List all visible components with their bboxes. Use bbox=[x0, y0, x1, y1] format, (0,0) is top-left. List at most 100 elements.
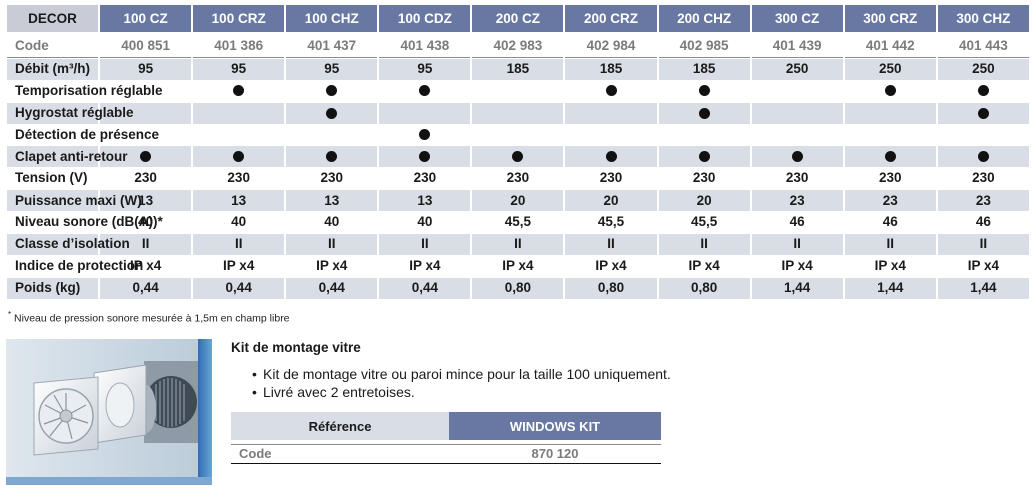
spec-value-cell: 0,44 bbox=[193, 276, 285, 299]
header-cell-100cz: 100 CZ bbox=[100, 5, 192, 36]
feature-dot-cell bbox=[937, 79, 1029, 102]
spec-value-cell: 401 439 bbox=[751, 36, 843, 58]
spec-value-cell: 185 bbox=[565, 57, 657, 80]
kit-bullet: Livré avec 2 entretoises. bbox=[252, 383, 671, 401]
feature-dot-icon bbox=[977, 107, 989, 119]
feature-dot-cell bbox=[658, 101, 750, 124]
feature-dot-icon bbox=[977, 85, 989, 97]
spec-value-cell: 0,44 bbox=[100, 276, 192, 299]
spec-value-cell: II bbox=[658, 233, 750, 255]
header-cell-200crz: 200 CRZ bbox=[565, 5, 657, 36]
spec-value-cell bbox=[286, 123, 378, 146]
spec-value-cell bbox=[100, 101, 192, 124]
feature-dot-cell bbox=[844, 145, 936, 168]
feature-dot-cell bbox=[565, 79, 657, 102]
spec-value-cell bbox=[565, 101, 657, 124]
spec-value-cell: 401 438 bbox=[379, 36, 471, 58]
spec-value-cell: 13 bbox=[100, 189, 192, 212]
spec-value-cell: 95 bbox=[379, 57, 471, 80]
spec-value-cell: 230 bbox=[286, 167, 378, 190]
spec-row-label: Poids (kg) bbox=[7, 276, 99, 299]
spec-value-cell: IP x4 bbox=[286, 254, 378, 277]
spec-value-cell bbox=[751, 123, 843, 146]
spec-value-cell: 95 bbox=[286, 57, 378, 80]
spec-value-cell: 1,44 bbox=[937, 276, 1029, 299]
spec-value-cell: 46 bbox=[751, 211, 843, 234]
spec-value-cell: 250 bbox=[751, 57, 843, 80]
feature-dot-cell bbox=[844, 79, 936, 102]
spec-value-cell bbox=[193, 123, 285, 146]
spec-value-cell: 45,5 bbox=[472, 211, 564, 234]
kit-bullet: Kit de montage vitre ou paroi mince pour… bbox=[252, 365, 671, 383]
feature-dot-icon bbox=[884, 151, 896, 163]
spec-value-cell: 401 437 bbox=[286, 36, 378, 58]
kit-title: Kit de montage vitre bbox=[231, 340, 361, 355]
spec-value-cell: IP x4 bbox=[565, 254, 657, 277]
spec-value-cell: 230 bbox=[751, 167, 843, 190]
spec-row-label: Puissance maxi (W) bbox=[7, 189, 142, 212]
feature-dot-icon bbox=[605, 85, 617, 97]
spec-value-cell bbox=[472, 123, 564, 146]
spec-value-cell bbox=[658, 123, 750, 146]
feature-dot-icon bbox=[698, 107, 710, 119]
spec-row-label: Débit (m³/h) bbox=[7, 57, 99, 80]
feature-dot-cell bbox=[286, 79, 378, 102]
spec-value-cell: 400 851 bbox=[100, 36, 192, 58]
spec-row: Indice de protection IP x4 IP x4 IP x4 IP x4… bbox=[7, 254, 1029, 277]
spec-row: Niveau sonore (dB(A))* 40 40 40 40 45,5 45,5 45… bbox=[7, 211, 1029, 234]
spec-value-cell: 0,80 bbox=[658, 276, 750, 299]
feature-dot-cell bbox=[286, 101, 378, 124]
spec-row: Débit (m³/h) 95 95 95 95 185 185 185 250 250 250 bbox=[7, 57, 1029, 80]
spec-value-cell bbox=[844, 101, 936, 124]
kit-code-label: Code bbox=[239, 446, 272, 461]
spec-value-cell: 40 bbox=[193, 211, 285, 234]
spec-value-cell bbox=[472, 101, 564, 124]
spec-value-cell: 20 bbox=[565, 189, 657, 212]
spec-row: Temporisation réglable bbox=[7, 79, 1029, 102]
spec-value-cell bbox=[100, 79, 192, 102]
feature-dot-cell bbox=[658, 79, 750, 102]
spec-value-cell: 230 bbox=[937, 167, 1029, 190]
feature-dot-icon bbox=[791, 151, 803, 163]
spec-row-label: Temporisation réglable bbox=[7, 79, 163, 102]
spec-value-cell: II bbox=[193, 233, 285, 255]
spec-value-cell: 401 442 bbox=[844, 36, 936, 58]
header-cell-200cz: 200 CZ bbox=[472, 5, 564, 36]
spec-value-cell: 230 bbox=[658, 167, 750, 190]
spec-value-cell: 0,80 bbox=[472, 276, 564, 299]
spec-value-cell: 0,80 bbox=[565, 276, 657, 299]
spec-value-cell: 95 bbox=[100, 57, 192, 80]
feature-dot-cell bbox=[937, 145, 1029, 168]
spec-row-label: Tension (V) bbox=[7, 167, 99, 190]
spec-value-cell: 402 984 bbox=[565, 36, 657, 58]
spec-value-cell: 402 985 bbox=[658, 36, 750, 58]
header-cell-200chz: 200 CHZ bbox=[658, 5, 750, 36]
spec-value-cell: 185 bbox=[472, 57, 564, 80]
feature-dot-cell bbox=[379, 145, 471, 168]
feature-dot-icon bbox=[233, 85, 245, 97]
spec-value-cell: 23 bbox=[844, 189, 936, 212]
feature-dot-icon bbox=[326, 107, 338, 119]
spec-value-cell: 401 386 bbox=[193, 36, 285, 58]
feature-dot-icon bbox=[233, 151, 245, 163]
feature-dot-icon bbox=[977, 151, 989, 163]
spec-value-cell: 402 983 bbox=[472, 36, 564, 58]
spec-value-cell: 0,44 bbox=[286, 276, 378, 299]
spec-value-cell: 95 bbox=[193, 57, 285, 80]
spec-row-label: Clapet anti-retour bbox=[7, 145, 128, 168]
spec-row: Clapet anti-retour bbox=[7, 145, 1029, 168]
spec-value-cell: 250 bbox=[937, 57, 1029, 80]
spec-value-cell: II bbox=[472, 233, 564, 255]
header-cell-300chz: 300 CHZ bbox=[937, 5, 1029, 36]
kit-table-header: Référence WINDOWS KIT bbox=[231, 412, 661, 440]
spec-value-cell: 23 bbox=[751, 189, 843, 212]
spec-value-cell: 23 bbox=[937, 189, 1029, 212]
kit-reference-value: WINDOWS KIT bbox=[449, 412, 661, 440]
spec-value-cell: 401 443 bbox=[937, 36, 1029, 58]
feature-dot-icon bbox=[419, 85, 431, 97]
spec-value-cell: 40 bbox=[100, 211, 192, 234]
spec-value-cell: II bbox=[565, 233, 657, 255]
spec-value-cell: IP x4 bbox=[937, 254, 1029, 277]
feature-dot-icon bbox=[698, 151, 710, 163]
spec-value-cell: IP x4 bbox=[193, 254, 285, 277]
